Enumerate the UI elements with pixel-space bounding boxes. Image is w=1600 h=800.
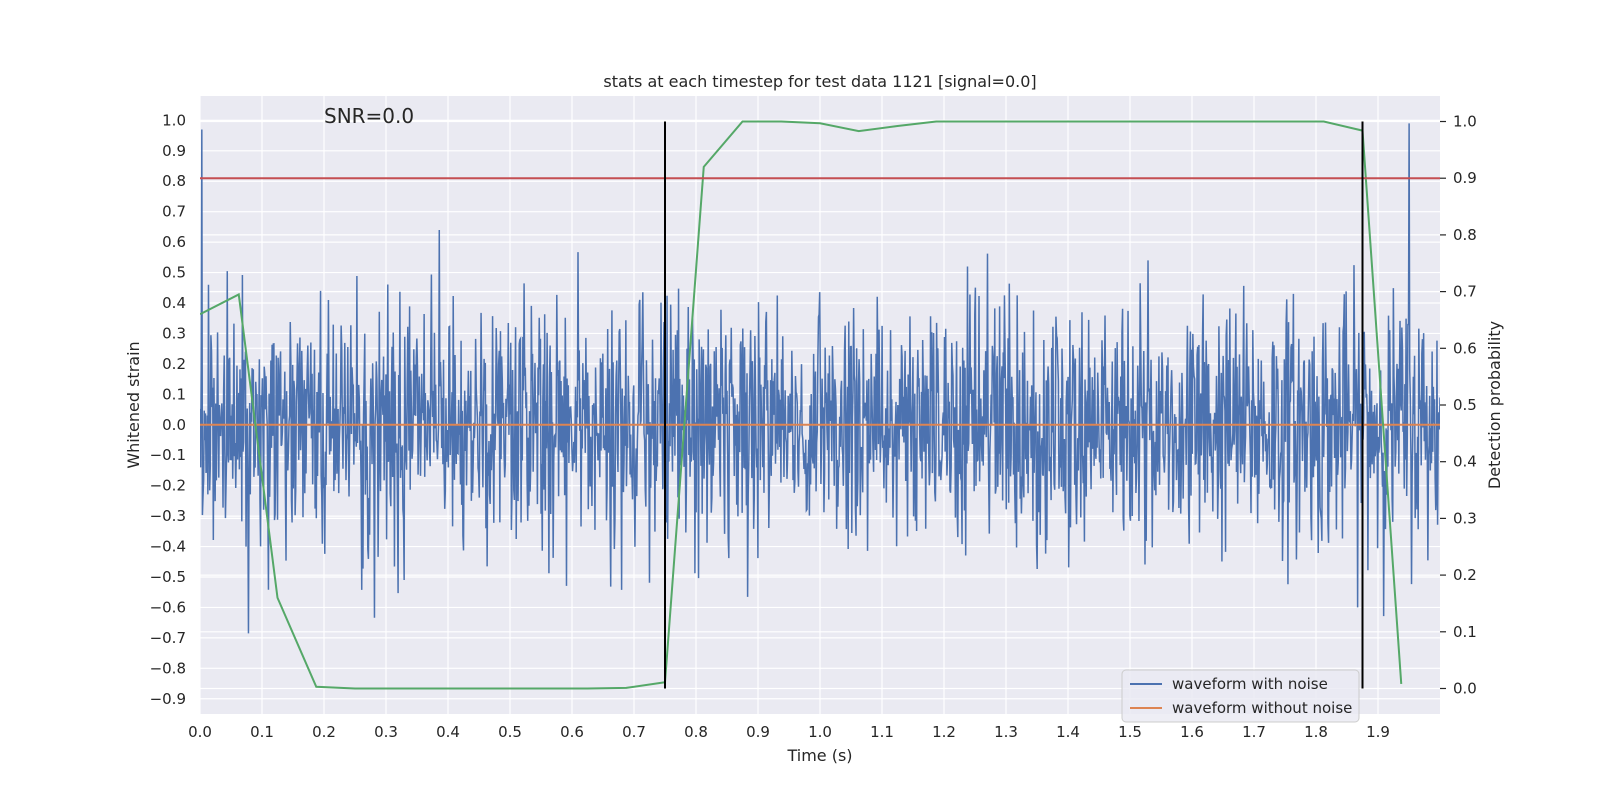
series-detection-probability <box>200 120 1403 690</box>
x-tick-label: 1.6 <box>1180 723 1204 741</box>
vertical-markers <box>664 121 1364 689</box>
y-tick-label: −0.8 <box>150 659 186 677</box>
y2-tick-label: 0.0 <box>1453 679 1477 697</box>
y2-axis-label: Detection probability <box>1485 321 1504 489</box>
y-tick-label: −0.9 <box>150 690 186 708</box>
series-layer <box>200 120 1440 690</box>
x-tick-label: 0.0 <box>188 723 212 741</box>
snr-annotation: SNR=0.0 <box>324 104 414 128</box>
y-tick-label: −0.4 <box>150 538 186 556</box>
x-tick-label: 1.9 <box>1366 723 1390 741</box>
y2-tick-label: 0.6 <box>1453 339 1477 357</box>
x-tick-label: 0.2 <box>312 723 336 741</box>
y-tick-label: 0.9 <box>162 142 186 160</box>
y-tick-label: −0.1 <box>150 446 186 464</box>
x-tick-label: 0.8 <box>684 723 708 741</box>
y-tick-label: 0.4 <box>162 294 186 312</box>
y-tick-label: −0.7 <box>150 629 186 647</box>
y-tick-label: −0.2 <box>150 477 186 495</box>
x-tick-label: 0.3 <box>374 723 398 741</box>
y-tick-label: 0.7 <box>162 203 186 221</box>
x-tick-label: 0.6 <box>560 723 584 741</box>
y-tick-label: 0.2 <box>162 355 186 373</box>
y2-tick-label: 0.3 <box>1453 509 1477 527</box>
x-tick-label: 1.0 <box>808 723 832 741</box>
legend-label-clean: waveform without noise <box>1172 699 1352 717</box>
y-tick-label: 0.1 <box>162 385 186 403</box>
x-tick-label: 1.4 <box>1056 723 1080 741</box>
y-tick-labels: −0.9 −0.8 −0.7 −0.6 −0.5 −0.4 −0.3 −0.2 −0.1 0.0 0… <box>150 111 186 707</box>
y2-tick-label: 0.5 <box>1453 396 1477 414</box>
y2-tick-label: 0.9 <box>1453 169 1477 187</box>
y-tick-label: 0.5 <box>162 264 186 282</box>
y-tick-label: 1.0 <box>162 111 186 129</box>
y2-tick-label: 0.2 <box>1453 566 1477 584</box>
x-axis-label: Time (s) <box>786 746 852 765</box>
y-tick-label: −0.3 <box>150 507 186 525</box>
y2-tick-label: 0.8 <box>1453 226 1477 244</box>
y-tick-label: 0.6 <box>162 233 186 251</box>
legend: waveform with noise waveform without noi… <box>1121 669 1360 723</box>
x-tick-label: 1.8 <box>1304 723 1328 741</box>
x-tick-label: 0.5 <box>498 723 522 741</box>
chart-title: stats at each timestep for test data 112… <box>603 72 1036 91</box>
x-tick-label: 0.9 <box>746 723 770 741</box>
y-tick-label: −0.5 <box>150 568 186 586</box>
y-tick-label: 0.0 <box>162 416 186 434</box>
x-tick-label: 1.3 <box>994 723 1018 741</box>
y2-tick-label: 0.1 <box>1453 623 1477 641</box>
y-tick-label: 0.8 <box>162 172 186 190</box>
y2-tick-label: 0.4 <box>1453 453 1477 471</box>
y2-tick-labels: 0.0 0.1 0.2 0.3 0.4 0.5 0.6 0.7 0.8 0.9 1.0 <box>1440 113 1477 697</box>
x-tick-label: 1.5 <box>1118 723 1142 741</box>
legend-box <box>1121 669 1360 723</box>
x-tick-label: 0.4 <box>436 723 460 741</box>
y-tick-label: −0.6 <box>150 598 186 616</box>
x-tick-label: 1.1 <box>870 723 894 741</box>
x-tick-labels: 0.0 0.1 0.2 0.3 0.4 0.5 0.6 0.7 0.8 0.9 1.0 1.1 1.2 1… <box>188 723 1390 741</box>
y-axis-label: Whitened strain <box>124 341 143 468</box>
x-tick-label: 0.7 <box>622 723 646 741</box>
x-tick-label: 0.1 <box>250 723 274 741</box>
y2-tick-label: 0.7 <box>1453 283 1477 301</box>
y2-tick-label: 1.0 <box>1453 113 1477 131</box>
y-tick-label: 0.3 <box>162 324 186 342</box>
x-tick-label: 1.7 <box>1242 723 1266 741</box>
legend-label-noise: waveform with noise <box>1172 675 1328 693</box>
series-waveform-with-noise <box>200 123 1440 634</box>
x-tick-label: 1.2 <box>932 723 956 741</box>
